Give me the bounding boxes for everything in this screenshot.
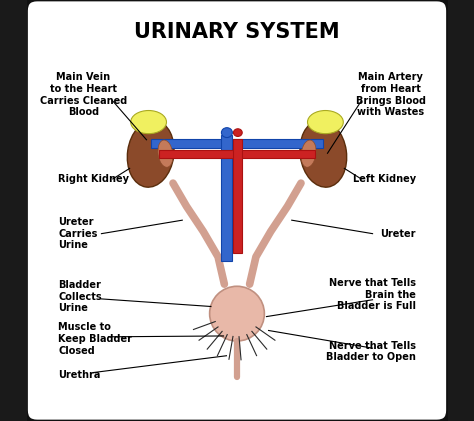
Text: Muscle to
Keep Bladder
Closed: Muscle to Keep Bladder Closed [58,322,132,355]
Text: Main Vein
to the Heart
Carries Cleaned
Blood: Main Vein to the Heart Carries Cleaned B… [40,72,127,117]
FancyBboxPatch shape [159,150,315,158]
FancyBboxPatch shape [221,135,232,261]
Ellipse shape [308,111,343,134]
Ellipse shape [128,120,174,187]
FancyBboxPatch shape [24,0,450,421]
Text: Bladder
Collects
Urine: Bladder Collects Urine [58,280,102,313]
Ellipse shape [131,111,166,134]
Ellipse shape [301,140,316,167]
Ellipse shape [221,128,232,138]
Ellipse shape [210,286,264,341]
FancyBboxPatch shape [151,139,323,148]
Text: URINARY SYSTEM: URINARY SYSTEM [134,21,340,42]
Text: Main Artery
from Heart
Brings Blood
with Wastes: Main Artery from Heart Brings Blood with… [356,72,426,117]
Text: Ureter: Ureter [381,229,416,239]
Ellipse shape [234,129,242,136]
Ellipse shape [300,120,346,187]
Text: Nerve that Tells
Bladder to Open: Nerve that Tells Bladder to Open [326,341,416,362]
Text: Nerve that Tells
Brain the
Bladder is Full: Nerve that Tells Brain the Bladder is Fu… [329,278,416,311]
Text: Urethra: Urethra [58,370,100,380]
FancyBboxPatch shape [234,139,242,253]
Text: Ureter
Carries
Urine: Ureter Carries Urine [58,217,98,250]
Text: Right Kidney: Right Kidney [58,174,129,184]
Ellipse shape [158,140,173,167]
Text: Left Kidney: Left Kidney [353,174,416,184]
